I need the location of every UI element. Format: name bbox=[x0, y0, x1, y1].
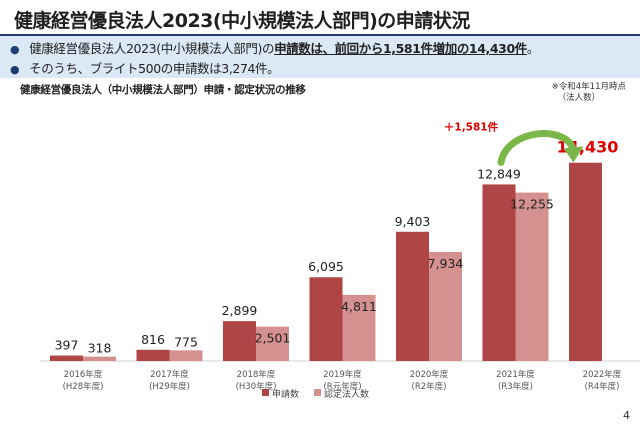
bar-applications-0 bbox=[50, 355, 83, 361]
data-label-applications-0: 397 bbox=[55, 338, 79, 353]
summary-box bbox=[0, 36, 640, 78]
unit-label: （法人数） bbox=[557, 93, 601, 103]
as-of-note: ※令和4年11月時点 （法人数） bbox=[552, 82, 626, 104]
tick-label-year-4: 2020年度 bbox=[410, 369, 449, 380]
title-divider bbox=[0, 34, 640, 36]
bullet-dot-icon: ● bbox=[10, 63, 20, 76]
data-label-certified-4: 7,934 bbox=[428, 256, 464, 271]
data-label-applications-5: 12,849 bbox=[477, 166, 521, 181]
tick-label-year-6: 2022年度 bbox=[583, 369, 622, 380]
data-label-certified-2: 2,501 bbox=[255, 331, 291, 346]
legend-swatch-certified bbox=[314, 389, 321, 396]
bullet-2-text: そのうち、ブライト500の申請数は3,274件。 bbox=[29, 61, 280, 76]
tick-label-year-2: 2018年度 bbox=[237, 369, 276, 380]
page-number: 4 bbox=[623, 409, 630, 422]
increase-annotation: ＋1,581件 bbox=[444, 120, 499, 133]
tick-label-year-1: 2017年度 bbox=[150, 369, 189, 380]
tick-label-era-1: (H29年度) bbox=[149, 381, 190, 392]
bar-certified-5 bbox=[515, 192, 549, 361]
data-label-certified-0: 318 bbox=[88, 341, 112, 356]
bar-applications-5 bbox=[482, 184, 516, 361]
bar-applications-3 bbox=[309, 277, 343, 361]
bullet-1-post: 。 bbox=[526, 41, 540, 56]
summary-bullet-2: ● そのうち、ブライト500の申請数は3,274件。 bbox=[10, 58, 280, 77]
tick-label-year-5: 2021年度 bbox=[496, 369, 535, 380]
data-label-applications-4: 9,403 bbox=[395, 214, 431, 229]
tick-label-era-2: (H30年度) bbox=[236, 381, 277, 392]
bar-applications-1 bbox=[136, 349, 170, 361]
increase-arrow-icon bbox=[497, 130, 577, 166]
bullet-1-highlight: 申請数は、前回から1,581件増加の14,430件 bbox=[274, 41, 527, 56]
tick-label-year-0: 2016年度 bbox=[64, 369, 103, 380]
data-label-certified-1: 775 bbox=[174, 334, 198, 349]
bullet-1-pre: 健康経営優良法人2023(中小規模法人部門)の bbox=[29, 41, 275, 56]
bar-applications-2 bbox=[223, 321, 256, 361]
bar-chart: 397 318 2016年度(H28年度) 816 775 2017年度(H29年度) 2,… bbox=[40, 120, 640, 400]
data-label-applications-1: 816 bbox=[141, 332, 165, 347]
bar-certified-4 bbox=[429, 251, 462, 361]
tick-label-era-0: (H28年度) bbox=[63, 381, 104, 392]
bar-certified-1 bbox=[169, 350, 203, 361]
increase-arrowhead-icon bbox=[563, 146, 584, 163]
bar-applications-6 bbox=[569, 162, 602, 361]
tick-label-era-4: (R2年度) bbox=[412, 381, 447, 392]
tick-label-era-5: (R3年度) bbox=[498, 381, 533, 392]
legend-label-applications: 申請数 bbox=[272, 388, 299, 400]
legend-swatch-applications bbox=[262, 389, 269, 396]
tick-label-era-6: (R4年度) bbox=[585, 381, 620, 392]
summary-bullet-1: ● 健康経営優良法人2023(中小規模法人部門)の申請数は、前回から1,581件増… bbox=[10, 38, 539, 57]
bar-certified-0 bbox=[83, 356, 116, 361]
data-label-certified-5: 12,255 bbox=[510, 197, 554, 212]
legend-label-certified: 認定法人数 bbox=[324, 388, 369, 400]
tick-label-era-3: (R元年度) bbox=[323, 381, 361, 392]
bar-applications-4 bbox=[396, 231, 429, 361]
data-label-applications-3: 6,095 bbox=[308, 259, 344, 274]
bullet-dot-icon: ● bbox=[10, 43, 20, 56]
chart-title: 健康経営優良法人（中小規模法人部門）申請・認定状況の推移 bbox=[20, 84, 306, 96]
bar-certified-3 bbox=[342, 294, 376, 361]
page-title: 健康経営優良法人2023(中小規模法人部門)の申請状況 bbox=[14, 10, 470, 32]
data-label-certified-3: 4,811 bbox=[341, 299, 377, 314]
as-of-date: ※令和4年11月時点 bbox=[551, 82, 626, 92]
bar-certified-2 bbox=[256, 326, 289, 361]
tick-label-year-3: 2019年度 bbox=[323, 369, 362, 380]
data-label-applications-2: 2,899 bbox=[222, 303, 258, 318]
